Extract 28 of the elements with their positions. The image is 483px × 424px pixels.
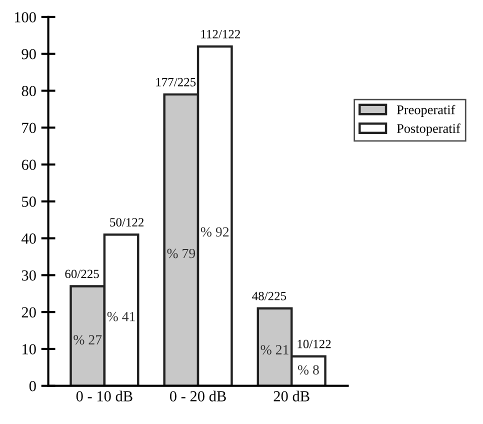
data-label: % 41 xyxy=(107,312,135,322)
x-tick-label: 0 - 10 dB xyxy=(76,390,132,402)
y-tick-label: 10 xyxy=(22,344,36,354)
y-tick-label: 100 xyxy=(14,12,36,22)
y-tick-label: 0 xyxy=(29,380,36,392)
y-tick-label: 50 xyxy=(22,196,36,207)
y-tick-label: 80 xyxy=(22,86,36,96)
y-tick-label: 90 xyxy=(22,48,36,60)
annotation: 60/225 xyxy=(65,270,99,278)
y-tick-label: 70 xyxy=(22,122,36,134)
y-tick-label: 30 xyxy=(22,270,36,281)
annotation: 177/225 xyxy=(156,78,196,86)
data-label: % 79 xyxy=(167,248,196,258)
data-label: % 21 xyxy=(260,345,288,355)
data-label: % 27 xyxy=(74,335,102,345)
x-tick-label: 20 dB xyxy=(274,390,310,402)
data-label: % 92 xyxy=(200,227,229,237)
annotation: 10/122 xyxy=(298,340,331,348)
annotation: 48/225 xyxy=(252,292,286,300)
y-tick-label: 20 xyxy=(22,307,36,318)
x-tick-label: 0 - 20 dB xyxy=(170,390,226,402)
y-tick-label: 40 xyxy=(22,233,36,244)
data-label: % 8 xyxy=(298,365,319,375)
legend-label: Preoperatif xyxy=(396,104,456,117)
y-tick-label: 60 xyxy=(22,160,36,170)
annotation: 112/122 xyxy=(201,30,240,38)
legend-label: Postoperatif xyxy=(396,124,460,136)
annotation: 50/122 xyxy=(110,218,144,227)
